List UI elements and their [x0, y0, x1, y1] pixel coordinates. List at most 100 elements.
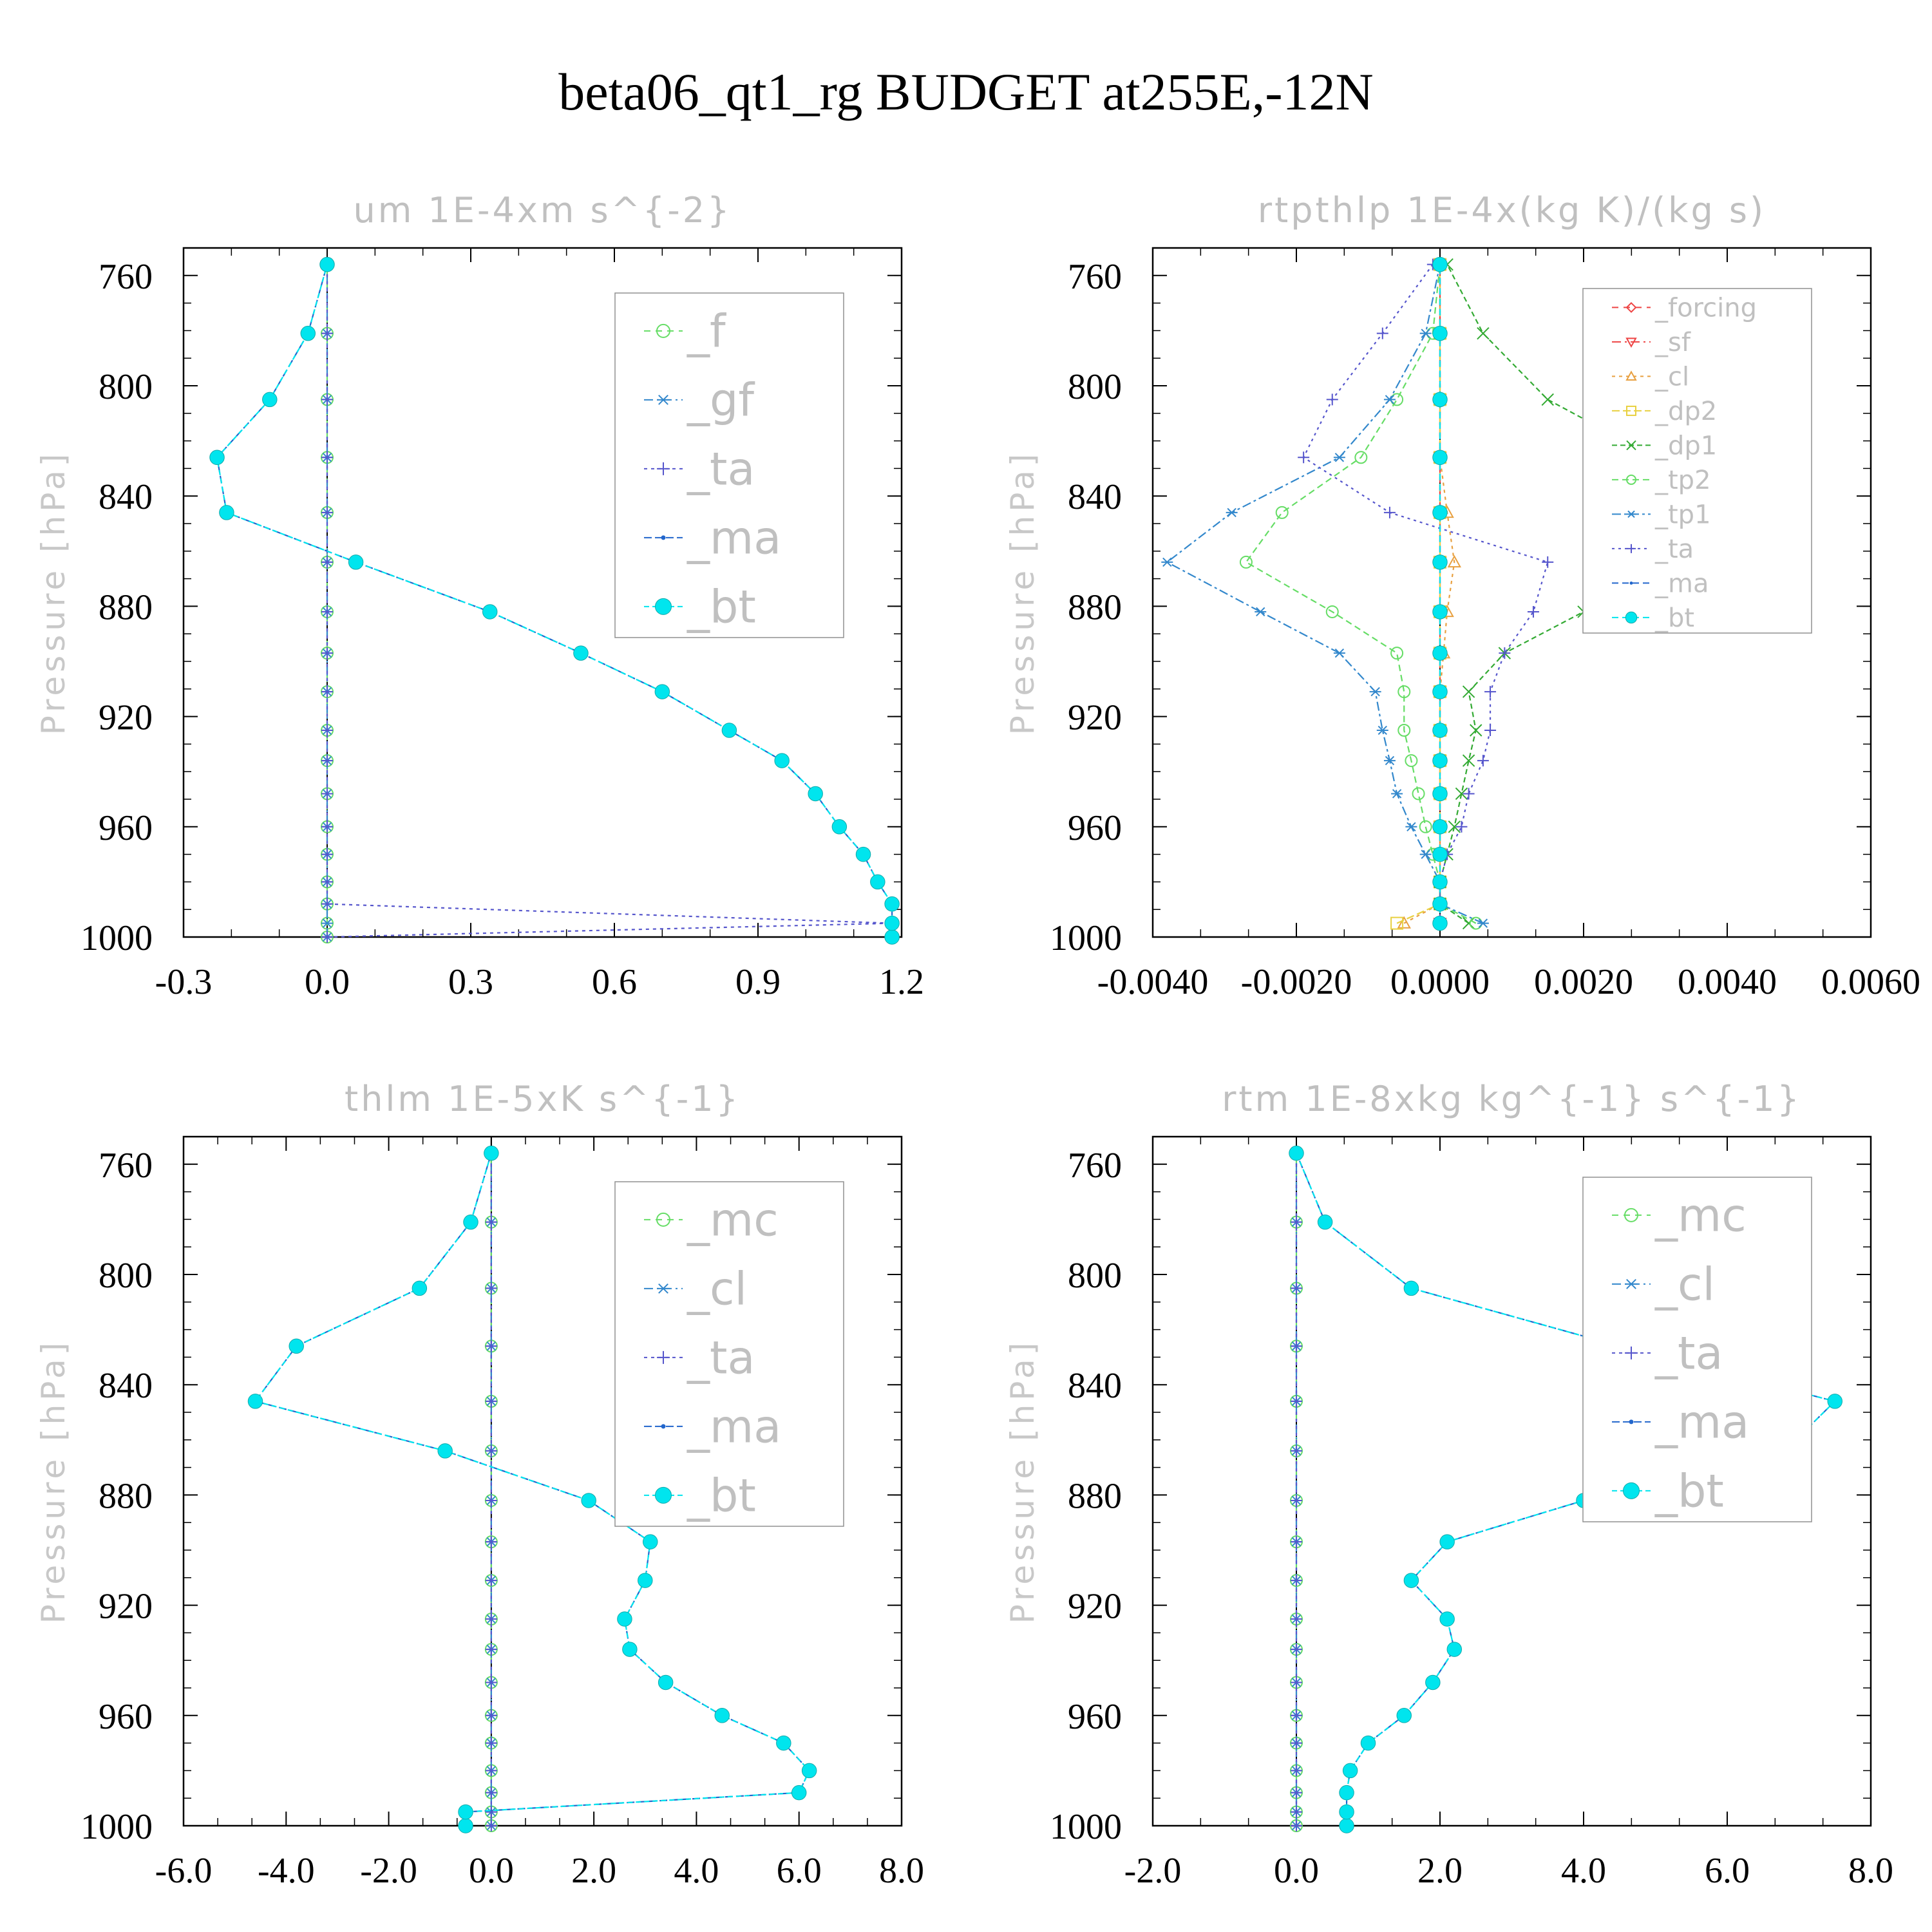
- y-axis-label: Pressure [hPa]: [1004, 450, 1041, 735]
- data-point: [1541, 393, 1554, 406]
- data-point: [1432, 753, 1448, 768]
- y-tick-label: 840: [99, 1366, 153, 1406]
- data-point: [1161, 557, 1173, 567]
- data-point: [1432, 896, 1448, 912]
- legend-marker: [657, 462, 670, 475]
- data-point: [348, 554, 364, 570]
- x-tick-label: 0.0060: [1821, 962, 1920, 1002]
- data-point: [1383, 506, 1396, 518]
- data-point: [1326, 393, 1338, 406]
- legend-entry: _ta: [687, 1331, 755, 1384]
- legend-marker: [661, 1424, 666, 1429]
- data-point: [1291, 1575, 1302, 1587]
- y-tick-label: 800: [99, 1256, 153, 1296]
- data-point: [1291, 1613, 1302, 1625]
- data-point: [1291, 1340, 1302, 1352]
- data-point: [1376, 327, 1388, 339]
- legend-entry: _f: [687, 305, 726, 357]
- data-point: [1419, 820, 1432, 833]
- data-point: [831, 819, 848, 835]
- data-point: [658, 1674, 674, 1690]
- y-tick-label: 920: [1068, 698, 1122, 738]
- data-point: [1291, 1643, 1302, 1656]
- x-tick-label: 4.0: [1561, 1851, 1606, 1891]
- data-point: [1432, 450, 1448, 466]
- data-point: [1455, 787, 1468, 800]
- x-tick-label: -0.0020: [1241, 962, 1352, 1002]
- y-tick-label: 840: [1068, 1366, 1122, 1406]
- data-point: [485, 1709, 497, 1721]
- data-point: [1477, 755, 1489, 767]
- legend-entry: _ma: [1654, 569, 1709, 598]
- panel-title: um 1E-4xm s^{-2}: [354, 190, 732, 231]
- data-point: [1291, 1494, 1302, 1506]
- y-tick-label: 1000: [80, 918, 153, 958]
- data-point: [1432, 819, 1448, 835]
- data-point: [485, 1216, 497, 1228]
- data-point: [485, 1786, 497, 1799]
- data-point: [485, 1536, 497, 1548]
- x-tick-label: -2.0: [1124, 1851, 1182, 1891]
- legend: _mc _cl _ta _ma _bt: [614, 1181, 844, 1527]
- data-point: [458, 1804, 473, 1820]
- data-point: [463, 1214, 478, 1230]
- data-point: [485, 1444, 497, 1457]
- data-point: [1432, 392, 1448, 408]
- data-point: [774, 753, 790, 768]
- legend-entry: _dp2: [1654, 397, 1717, 426]
- series-ta: [485, 1147, 497, 1832]
- data-point: [1291, 1765, 1302, 1777]
- chart-panel-2: rtpthlp 1E-4x(kg K)/(kg s) Pressure [hPa]…: [1004, 190, 1920, 1002]
- legend-marker: [1626, 474, 1636, 485]
- data-point: [581, 1493, 596, 1508]
- legend-entry: _gf: [687, 374, 755, 426]
- data-point: [1354, 451, 1368, 464]
- data-point: [714, 1708, 730, 1723]
- y-tick-label: 960: [99, 1697, 153, 1737]
- data-point: [485, 1575, 497, 1587]
- data-point: [884, 915, 900, 931]
- y-tick-label: 960: [1068, 808, 1122, 848]
- legend-marker: [1629, 581, 1633, 585]
- data-point: [1239, 555, 1253, 569]
- data-point: [1470, 724, 1482, 737]
- data-point: [1383, 395, 1396, 404]
- series-ta: [1291, 1147, 1302, 1832]
- data-point: [1462, 754, 1475, 767]
- data-point: [1425, 1674, 1441, 1690]
- x-tick-label: 0.6: [592, 962, 637, 1002]
- legend-marker: [657, 1283, 670, 1294]
- data-point: [485, 1806, 497, 1818]
- x-tick-label: 2.0: [571, 1851, 616, 1891]
- y-tick-label: 960: [99, 808, 153, 848]
- data-point: [1447, 554, 1461, 568]
- data-point: [1432, 915, 1448, 931]
- legend-entry: _ma: [1654, 1396, 1749, 1448]
- y-axis-label: Pressure [hPa]: [1004, 1339, 1041, 1624]
- y-tick-label: 1000: [80, 1807, 153, 1847]
- legend-entry: _dp1: [1654, 431, 1717, 460]
- data-point: [262, 392, 278, 408]
- y-tick-label: 760: [99, 257, 153, 297]
- legend-entry: _forcing: [1654, 293, 1757, 323]
- data-point: [1432, 874, 1448, 890]
- data-point: [1369, 687, 1381, 697]
- y-tick-label: 800: [1068, 1256, 1122, 1296]
- data-point: [1484, 724, 1497, 736]
- x-tick-label: 0.0: [469, 1851, 514, 1891]
- legend-marker: [1625, 302, 1637, 313]
- data-point: [437, 1443, 453, 1459]
- data-point: [870, 874, 886, 890]
- x-tick-label: 1.2: [879, 962, 924, 1002]
- data-point: [1333, 453, 1345, 462]
- data-point: [1462, 916, 1475, 930]
- legend-entry: _ma: [687, 511, 781, 564]
- data-point: [1339, 1785, 1354, 1801]
- data-point: [1499, 647, 1511, 659]
- legend-marker: [1627, 510, 1636, 518]
- data-point: [1419, 328, 1432, 338]
- data-point: [1432, 723, 1448, 738]
- series-line: [1245, 264, 1477, 924]
- x-tick-label: 8.0: [1848, 1851, 1893, 1891]
- legend-entry: _mc: [687, 1193, 779, 1246]
